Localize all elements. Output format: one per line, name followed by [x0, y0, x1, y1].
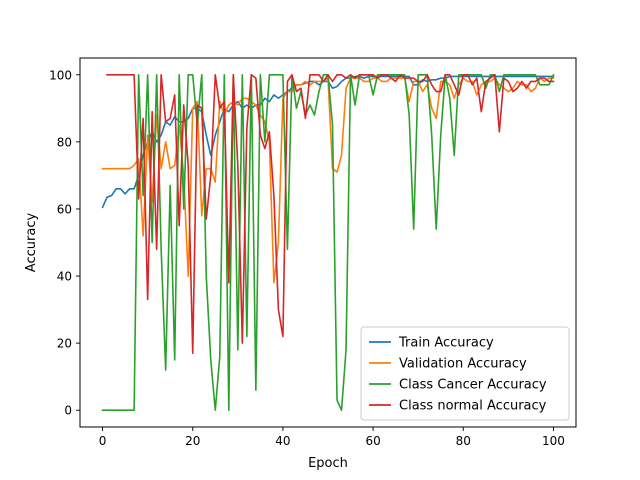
y-tick-label: 80: [57, 135, 72, 149]
legend: Train Accuracy Validation Accuracy Class C…: [360, 326, 570, 421]
x-axis-ticks: 0 20 40 60 80 100: [99, 427, 565, 448]
y-tick-label: 60: [57, 202, 72, 216]
x-tick-label: 20: [185, 434, 200, 448]
y-tick-label: 20: [57, 337, 72, 351]
legend-label: Validation Accuracy: [399, 357, 527, 372]
x-tick-label: 40: [275, 434, 290, 448]
legend-label: Class Cancer Accuracy: [399, 378, 547, 393]
axes-frame: [79, 57, 577, 428]
x-tick-label: 0: [99, 434, 107, 448]
y-axis-label: Accuracy: [24, 213, 39, 273]
x-tick-label: 80: [456, 434, 471, 448]
y-tick-label: 0: [64, 404, 72, 418]
plot-lines: [101, 73, 555, 412]
legend-label: Train Accuracy: [398, 336, 494, 351]
series-line-class-normal-accuracy: [106, 73, 555, 355]
x-axis-label: Epoch: [308, 456, 348, 471]
y-axis-ticks: 0 20 40 60 80 100: [49, 68, 80, 418]
x-tick-label: 60: [365, 434, 380, 448]
y-tick-label: 40: [57, 270, 72, 284]
legend-label: Class normal Accuracy: [399, 399, 547, 414]
x-tick-label: 100: [542, 434, 565, 448]
y-tick-label: 100: [49, 68, 72, 82]
legend-box: [360, 326, 570, 421]
